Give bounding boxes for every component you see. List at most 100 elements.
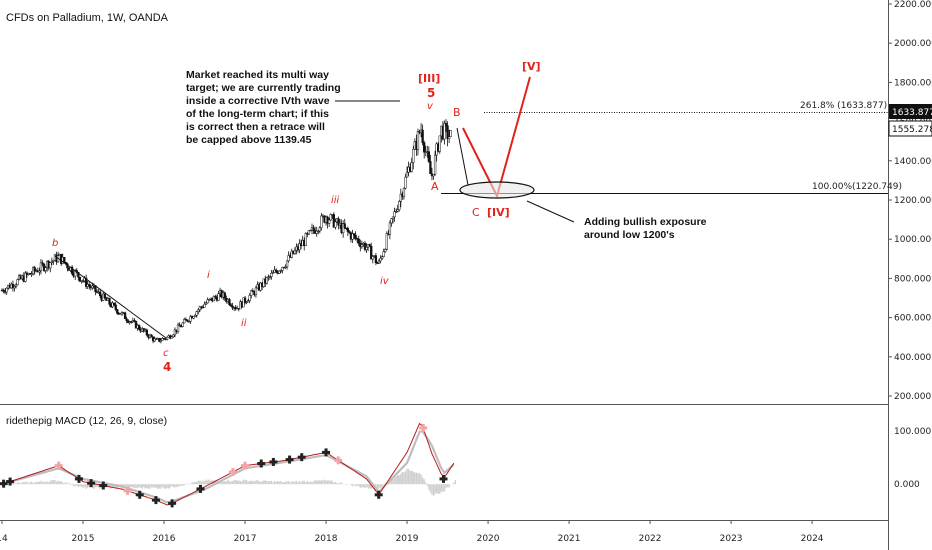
candle-body: [158, 338, 161, 342]
candle-body: [165, 336, 169, 340]
candle-body: [198, 306, 201, 311]
candle-body: [334, 221, 337, 228]
candle-body: [412, 148, 415, 163]
candle-body: [268, 276, 272, 278]
candle-body: [443, 122, 446, 140]
candle-body: [243, 297, 247, 303]
time-tick-label: 2019: [396, 534, 419, 544]
candle-body: [352, 233, 356, 236]
market-note-line-4: of the long-term chart; if this: [186, 108, 329, 120]
price-tick-label: 1800.000: [894, 78, 932, 88]
candle-body: [284, 266, 287, 268]
candle-body: [176, 324, 180, 332]
candle-body: [298, 243, 301, 251]
candle-body: [388, 222, 392, 235]
candle-body: [250, 290, 253, 296]
candle-body: [170, 336, 173, 339]
price-tick-label: 400.000: [894, 353, 931, 363]
price-tick-label: 800.000: [894, 274, 931, 284]
exposure-note: Adding bullish exposure around low 1200'…: [584, 216, 707, 241]
macd-tick-label: 100.000: [894, 427, 931, 437]
candle-body: [365, 247, 368, 250]
candle-body: [379, 258, 382, 262]
candle-body: [187, 320, 191, 323]
candle-body: [212, 296, 216, 302]
wave-label-V: [V]: [522, 60, 541, 73]
candle-body: [429, 161, 432, 175]
candle-body: [178, 324, 181, 327]
time-axis-labels: 14 2015 2016 2017 2018 2019 2020 2021 2022 2023 20…: [0, 520, 824, 544]
candle-body: [432, 174, 435, 177]
macd-title: ridethepig MACD (12, 26, 9, close): [6, 415, 167, 427]
wave-label-b: b: [52, 238, 58, 249]
candle-body: [125, 318, 128, 321]
candle-body: [396, 209, 399, 212]
candle-body: [98, 291, 102, 297]
candle-body: [293, 250, 297, 255]
candle-body: [402, 187, 406, 197]
market-note-line-5: is correct then a retrace will: [186, 121, 325, 133]
candle-body: [159, 340, 163, 342]
candle-body: [103, 293, 106, 299]
candles: [0, 119, 452, 344]
time-tick-label: 2021: [558, 534, 581, 544]
candle-body: [370, 246, 373, 260]
candle-body: [204, 302, 208, 305]
candle-body: [254, 287, 258, 296]
candle-body: [312, 227, 315, 231]
candle-body: [13, 286, 16, 289]
candle-body: [332, 214, 335, 228]
candle-body: [206, 299, 209, 304]
candle-body: [394, 210, 398, 213]
candle-body: [348, 231, 351, 234]
fib-100-label: 100.00%(1220.749): [812, 182, 902, 192]
candle-body: [24, 272, 27, 282]
candle-body: [203, 303, 206, 308]
time-tick-label: 2022: [639, 534, 662, 544]
candle-body: [38, 270, 41, 273]
candle-body: [304, 233, 307, 246]
candle-body: [137, 324, 141, 330]
candle-body: [393, 211, 396, 218]
candle-body: [77, 271, 80, 278]
candle-body: [315, 230, 318, 234]
candle-body: [134, 320, 138, 329]
candle-body: [329, 214, 332, 221]
wave-label-i: i: [207, 270, 210, 281]
price-tick-label: 1200.000: [894, 196, 932, 206]
candle-body: [245, 301, 248, 304]
candle-body: [438, 135, 441, 152]
candle-body: [192, 316, 195, 319]
candle-body: [116, 309, 119, 314]
candle-body: [108, 298, 111, 305]
wave-label-v: v: [427, 101, 434, 112]
candle-body: [228, 299, 231, 305]
candle-body: [398, 201, 401, 211]
candle-body: [123, 312, 127, 320]
candle-body: [214, 296, 217, 298]
candle-body: [290, 250, 293, 258]
wave-label-iv: iv: [380, 276, 390, 287]
wave-label-A: A: [431, 180, 439, 193]
candle-body: [399, 193, 402, 202]
market-note-line-1: Market reached its multi way: [186, 69, 329, 81]
candle-body: [390, 218, 393, 224]
candle-body: [380, 256, 384, 259]
market-note-line-2: target; we are currently trading: [186, 82, 341, 94]
candle-body: [11, 283, 15, 289]
candle-body: [446, 125, 449, 139]
wave-label-ii: ii: [241, 318, 247, 329]
price-axis-ticks: 2200.0002000.0001800.0001600.0001400.000…: [888, 0, 932, 402]
candle-body: [357, 238, 360, 244]
candle-body: [14, 284, 18, 287]
macd-tick-label: 0.000: [894, 480, 920, 490]
market-note: Market reached its multi way target; we …: [186, 69, 341, 146]
macd-pane: 100.000 0.000: [0, 422, 931, 508]
candle-body: [351, 233, 354, 240]
candle-body: [385, 233, 388, 250]
price-tick-label: 1400.000: [894, 157, 932, 167]
candle-body: [287, 255, 290, 262]
candle-body: [197, 309, 200, 312]
candle-body: [444, 122, 448, 126]
